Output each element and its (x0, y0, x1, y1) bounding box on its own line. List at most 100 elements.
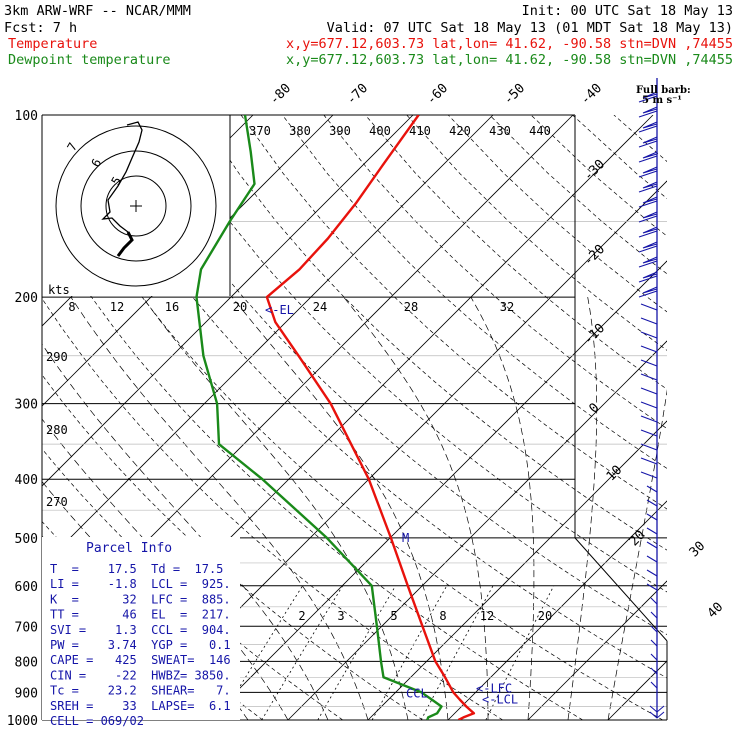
pressure-tick-label: 200 (15, 291, 38, 306)
temperature-tick-label: -60 (424, 81, 451, 108)
parcel-info-row: SREH = 33 LAPSE= 6.1 (50, 699, 231, 713)
dry-adiabat-line (447, 115, 667, 313)
hodograph-ring (55, 125, 217, 287)
wind-barb (642, 226, 658, 234)
temperature-legend-info: x,y=677.12,603.73 lat,lon= 41.62, -90.58… (286, 36, 733, 52)
wind-barb (642, 211, 658, 219)
valid-time: Valid: 07 UTC Sat 18 May 13 (01 MDT Sat … (327, 20, 733, 36)
temperature-tick-label: -10 (581, 321, 608, 348)
parcel-info-row: CAPE = 425 SWEAT= 146 (50, 653, 231, 667)
wind-barb (642, 106, 658, 114)
wind-barb (638, 275, 658, 283)
wind-barb (640, 387, 658, 395)
pressure-tick-label: 100 (15, 109, 38, 124)
wind-barb (646, 541, 658, 549)
temperature-tick-label: -80 (267, 81, 294, 108)
theta-side-tick-label: 280 (46, 423, 68, 437)
dewpoint-profile-line (195, 115, 443, 720)
wind-barb (646, 527, 658, 535)
surface-wind-barb (649, 705, 665, 719)
wind-barb (638, 170, 658, 178)
lfc-marker: <-LFC (476, 681, 512, 695)
temperature-legend-label: Temperature (8, 36, 97, 52)
mixing-ratio-tick-label: 12 (480, 609, 494, 623)
wind-barb (638, 245, 658, 253)
moist-adiabat-line (343, 296, 489, 720)
wind-barb (638, 95, 658, 103)
isotherm-line (42, 115, 414, 487)
isotherm-line (287, 340, 667, 720)
wind-barb (638, 185, 658, 193)
el-marker: <-EL (265, 303, 294, 317)
wind-barb (638, 290, 658, 298)
hodograph-speed-tick: 20 (233, 300, 247, 314)
isotherm-line (0, 115, 13, 720)
moist-adiabat-line (70, 296, 369, 720)
wind-barb (646, 583, 658, 591)
parcel-info-row: T = 17.5 Td = 17.5 (50, 562, 223, 576)
hodograph-speed-tick: 32 (500, 300, 514, 314)
theta-tick-label: 380 (289, 124, 311, 138)
parcel-info-row: SVI = 1.3 CCL = 904. (50, 623, 231, 637)
pressure-tick-label: 600 (15, 580, 38, 595)
wind-barb (640, 303, 658, 311)
theta-tick-label: 390 (329, 124, 351, 138)
forecast-hour: Fcst: 7 h (4, 20, 77, 36)
mixing-ratio-tick-label: 3 (337, 609, 344, 623)
wind-barb (640, 331, 658, 339)
init-time: Init: 00 UTC Sat 18 May 13 (522, 3, 733, 19)
lcl-marker: <-LCL (482, 693, 518, 707)
parcel-info-row: K = 32 LFC = 885. (50, 592, 231, 606)
ccl-marker: CCL (406, 686, 428, 700)
wind-barb (638, 200, 658, 208)
wind-barb (650, 681, 658, 689)
wind-barb (650, 611, 658, 619)
theta-tick-label: 370 (249, 124, 271, 138)
pressure-tick-label: 400 (15, 473, 38, 488)
dry-adiabat-line (613, 115, 667, 162)
wind-barb (640, 359, 658, 367)
theta-tick-label: 400 (369, 124, 391, 138)
moist-adiabat-line (567, 297, 598, 720)
parcel-info-row: CIN = -22 HWBZ= 3850. (50, 668, 231, 682)
theta-side-tick-label: 270 (46, 495, 68, 509)
temperature-tick-label: 30 (687, 539, 709, 561)
wind-barb (642, 256, 658, 264)
temperature-tick-label: -50 (501, 81, 528, 108)
hodograph-speed-tick: 8 (68, 300, 75, 314)
temperature-tick-label: 0 (586, 400, 602, 416)
wind-barb (642, 91, 658, 99)
wind-barb (640, 429, 658, 437)
hodograph-ring (80, 150, 192, 262)
hodograph-speed-tick: 24 (313, 300, 327, 314)
wind-barb (646, 499, 658, 507)
model-title: 3km ARW-WRF -- NCAR/MMM (4, 3, 191, 19)
wind-barb-legend: Full barb: (636, 85, 691, 96)
isotherm-line (607, 660, 667, 720)
parcel-info-row: PW = 3.74 YGP = 0.1 (50, 638, 231, 652)
wind-barb (646, 569, 658, 577)
lower-right-border (574, 537, 668, 642)
theta-tick-label: 440 (529, 124, 551, 138)
theta-side-tick-label: 290 (46, 350, 68, 364)
temperature-tick-label: -40 (578, 81, 605, 108)
dewpoint-legend-info: x,y=677.12,603.73 lat,lon= 41.62, -90.58… (286, 52, 733, 68)
temperature-tick-label: -70 (344, 81, 371, 108)
parcel-info-row: Tc = 23.2 SHEAR= 7. (50, 684, 231, 698)
mixing-ratio-tick-label: 2 (298, 609, 305, 623)
parcel-info-title: Parcel Info (86, 541, 172, 556)
dry-adiabat-line (323, 115, 667, 430)
wind-barb (638, 140, 658, 148)
temperature-tick-label: 20 (627, 528, 649, 550)
isotherm-line (367, 420, 667, 720)
wind-barb (642, 166, 658, 174)
moist-adiabat-line (231, 296, 449, 720)
wind-barb (642, 151, 658, 159)
wind-barb (650, 667, 658, 675)
pressure-tick-label: 500 (15, 532, 38, 547)
wind-barb (640, 471, 658, 479)
hodograph-speed-tick: 16 (165, 300, 179, 314)
theta-tick-label: 430 (489, 124, 511, 138)
wind-barb (646, 513, 658, 521)
